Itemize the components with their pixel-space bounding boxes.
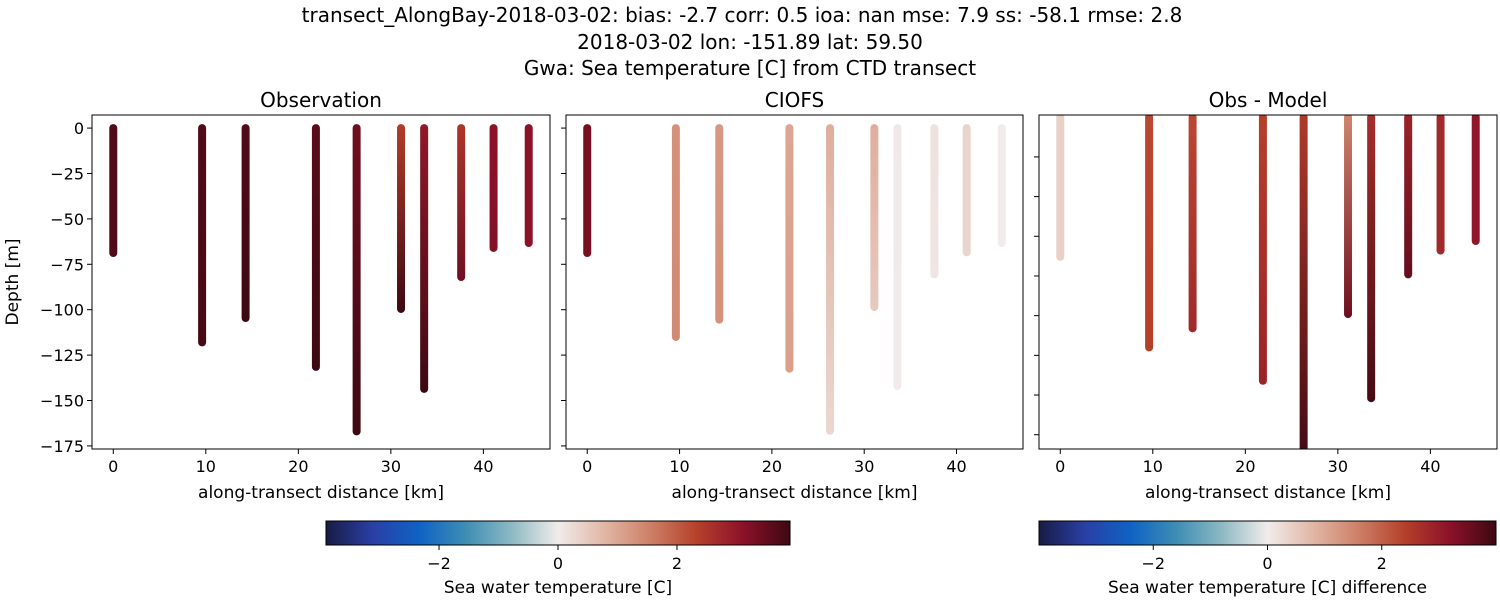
x-axis-label: along-transect distance [km] <box>198 483 444 503</box>
y-tick-label: −150 <box>40 392 84 411</box>
colorbar-label: Sea water temperature [C] <box>444 578 672 598</box>
x-tick-label: 0 <box>108 457 118 476</box>
colorbar-2: −2 0 2 Sea water temperature [C] difference <box>1038 520 1497 598</box>
y-tick-label: −125 <box>40 346 84 365</box>
colorbar-tick-label: 2 <box>672 554 682 573</box>
x-tick-label: 30 <box>381 457 401 476</box>
profile-8 <box>930 124 939 279</box>
colorbar-tick-label: −2 <box>427 554 451 573</box>
x-tick-label: 0 <box>1055 457 1065 476</box>
profiles <box>109 124 533 436</box>
x-tick-label: 40 <box>1420 457 1440 476</box>
profile-9 <box>489 124 498 252</box>
panel-title: Obs - Model <box>1209 88 1328 112</box>
profile-8 <box>1404 115 1413 279</box>
profile-10 <box>997 124 1006 248</box>
axes-frame <box>1038 114 1498 450</box>
profile-3 <box>241 124 250 323</box>
panel-2: CIOFS 0 10 20 30 40 along-transect distance [k… <box>561 88 1024 503</box>
figure-title-line-3: Gwa: Sea temperature [C] from CTD transe… <box>524 56 976 80</box>
profile-3 <box>1188 115 1197 333</box>
figure-title-line-1: transect_AlongBay-2018-03-02: bias: -2.7… <box>302 3 1183 27</box>
x-tick-label: 30 <box>1328 457 1348 476</box>
profile-6 <box>397 124 406 313</box>
colorbar-tick-label: −2 <box>1141 554 1165 573</box>
y-tick-label: −50 <box>50 210 84 229</box>
panel-3: Obs - Model 0 10 20 30 40 along-transect dista… <box>1034 88 1498 503</box>
profile-6 <box>1344 115 1353 319</box>
x-tick-label: 30 <box>854 457 874 476</box>
x-tick-label: 40 <box>473 457 493 476</box>
colorbar-label: Sea water temperature [C] difference <box>1108 578 1427 598</box>
panel-1: Observation 0 10 20 30 40 along-transect dista… <box>3 88 551 503</box>
profile-5 <box>826 124 835 435</box>
profile-2 <box>1145 115 1154 352</box>
x-axis-label: along-transect distance [km] <box>672 483 918 503</box>
profile-1 <box>1056 115 1065 261</box>
profile-2 <box>198 124 207 347</box>
axes-frame <box>565 114 1024 450</box>
panel-title: CIOFS <box>765 88 824 112</box>
profile-2 <box>671 124 680 341</box>
axes-frame <box>91 114 551 450</box>
y-tick-label: −175 <box>40 437 84 456</box>
profile-4 <box>311 124 320 371</box>
colorbar-tick-label: 0 <box>553 554 563 573</box>
profile-3 <box>715 124 724 324</box>
profile-4 <box>1258 115 1267 385</box>
x-tick-label: 20 <box>762 457 782 476</box>
profile-9 <box>1436 115 1445 255</box>
profile-7 <box>893 124 902 390</box>
y-tick-label: −75 <box>50 255 84 274</box>
profile-9 <box>962 124 971 257</box>
colorbar-tick-label: 0 <box>1262 554 1272 573</box>
x-tick-label: 20 <box>1235 457 1255 476</box>
colorbar-gradient-bar <box>325 520 791 546</box>
x-axis-label: along-transect distance [km] <box>1145 483 1391 503</box>
profiles <box>1056 115 1480 449</box>
profile-7 <box>420 124 429 393</box>
x-tick-label: 0 <box>582 457 592 476</box>
profiles <box>583 124 1006 435</box>
x-tick-label: 10 <box>196 457 216 476</box>
y-tick-label: −100 <box>40 301 84 320</box>
profile-1 <box>109 124 118 258</box>
y-tick-label: −25 <box>50 164 84 183</box>
y-axis-label: Depth [m] <box>3 238 23 325</box>
profile-10 <box>524 124 533 248</box>
colorbar-gradient-bar <box>1038 520 1497 546</box>
profile-7 <box>1367 115 1376 403</box>
profile-1 <box>583 124 592 258</box>
profile-10 <box>1471 115 1480 246</box>
profile-4 <box>785 124 794 373</box>
figure-title-line-2: 2018-03-02 lon: -151.89 lat: 59.50 <box>577 30 923 54</box>
y-tick-label: 0 <box>74 119 84 138</box>
x-tick-label: 10 <box>669 457 689 476</box>
profile-6 <box>870 124 879 311</box>
profile-8 <box>457 124 466 282</box>
colorbar-tick-label: 2 <box>1377 554 1387 573</box>
profile-5 <box>1299 115 1308 449</box>
x-tick-label: 40 <box>946 457 966 476</box>
profile-5 <box>352 124 361 436</box>
x-tick-label: 20 <box>288 457 308 476</box>
x-tick-label: 10 <box>1143 457 1163 476</box>
panel-title: Observation <box>260 88 382 112</box>
